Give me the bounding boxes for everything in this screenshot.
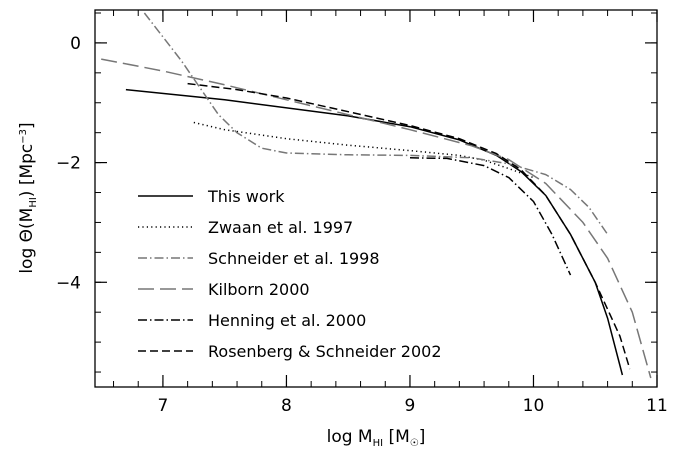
y-tick-label: −2 [56, 154, 81, 174]
x-tick-label: 10 [523, 396, 545, 416]
series-line-6 [187, 82, 631, 370]
series-line-4 [101, 58, 652, 379]
legend-label-1: This work [207, 187, 285, 206]
x-tick-label: 9 [405, 396, 416, 416]
legend-label-6: Rosenberg & Schneider 2002 [208, 342, 442, 361]
legend: This work Zwaan et al. 1997 Schneider et a… [138, 187, 442, 361]
legend-label-4: Kilborn 2000 [208, 280, 310, 299]
legend-label-5: Henning et al. 2000 [208, 311, 366, 330]
y-axis-label: log Θ(MHI) [Mpc−3] [17, 122, 39, 273]
tick-layer: 7 8 9 10 11 0 −2 −4 [56, 10, 668, 416]
plot-frame [94, 9, 658, 388]
x-tick-label: 7 [158, 396, 169, 416]
series-line-1 [125, 88, 624, 376]
y-tick-label: 0 [70, 34, 81, 54]
series-layer [101, 12, 652, 379]
y-tick-label: −4 [56, 273, 81, 293]
x-axis-label: log MHI [M☉] [327, 427, 426, 449]
series-line-5 [409, 157, 572, 276]
x-tick-label: 11 [646, 396, 668, 416]
legend-label-2: Zwaan et al. 1997 [208, 218, 353, 237]
series-line-3 [143, 12, 609, 235]
legend-label-3: Schneider et al. 1998 [208, 249, 380, 268]
x-tick-label: 8 [281, 396, 292, 416]
